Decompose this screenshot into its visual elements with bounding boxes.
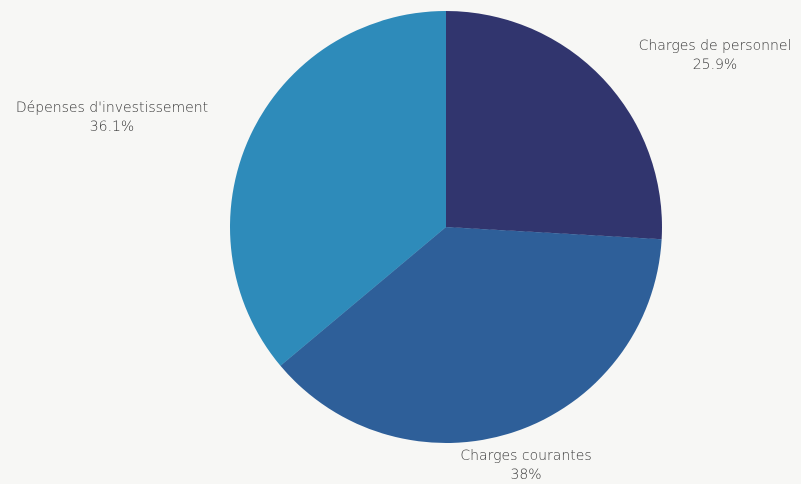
slice-name-charges-courantes: Charges courantes <box>460 448 591 464</box>
slice-name-charges-de-personnel: Charges de personnel <box>639 38 792 54</box>
slice-percent-charges-courantes: 38% <box>510 467 541 483</box>
pie-slice-charges-de-personnel <box>446 11 662 239</box>
pie-slices <box>230 11 662 443</box>
slice-percent-charges-de-personnel: 25.9% <box>693 57 737 73</box>
slice-percent-depenses-d-investissement: 36.1% <box>90 119 134 135</box>
slice-name-depenses-d-investissement: Dépenses d'investissement <box>16 100 208 116</box>
